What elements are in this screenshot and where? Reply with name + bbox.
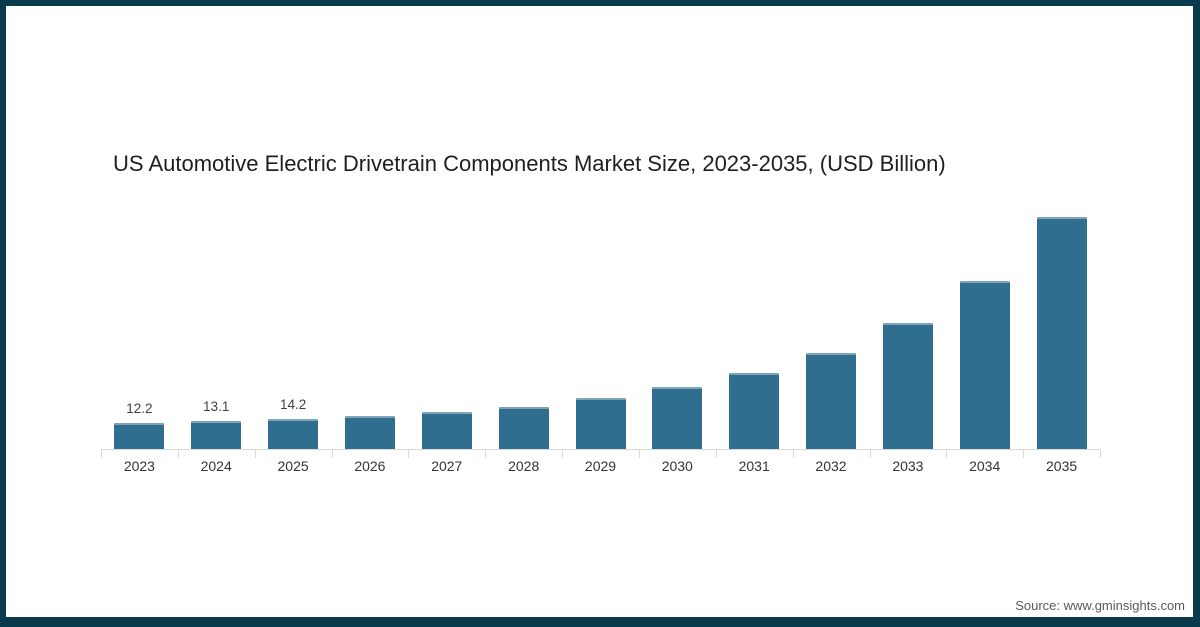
- x-axis-tick: [792, 449, 794, 458]
- bar-2024: [191, 421, 242, 449]
- x-axis-tick: [715, 449, 717, 458]
- x-axis-tick: [869, 449, 871, 458]
- bar-2028: [498, 406, 549, 449]
- x-axis-tick: [254, 449, 256, 458]
- bar-2031: [729, 372, 780, 449]
- bar-2033: [882, 323, 933, 449]
- x-axis-tick: [1100, 449, 1101, 458]
- bar-value-label-2025: 14.2: [279, 396, 307, 412]
- bar-2027: [421, 411, 472, 449]
- x-axis-tick: [101, 449, 102, 458]
- x-axis-label-2032: 2032: [815, 458, 847, 474]
- bar-2030: [652, 387, 703, 449]
- bar-chart-plot-area: 12.2 13.1 14.2: [101, 199, 1101, 458]
- x-axis-label-2024: 2024: [200, 458, 232, 474]
- bar-2034: [959, 281, 1010, 449]
- x-axis-label-2029: 2029: [584, 458, 617, 474]
- x-axis-tick: [331, 449, 333, 458]
- x-axis-label-2026: 2026: [354, 458, 386, 474]
- bar-2023: [114, 423, 165, 449]
- x-axis-tick: [408, 449, 410, 458]
- x-axis-label-2034: 2034: [969, 458, 1001, 474]
- x-axis-tick: [638, 449, 640, 458]
- x-axis-tick: [946, 449, 948, 458]
- x-axis-label-2028: 2028: [508, 458, 540, 474]
- chart-canvas: US Automotive Electric Drivetrain Compon…: [6, 6, 1193, 617]
- x-axis-label-2033: 2033: [892, 458, 924, 474]
- x-axis-label-2030: 2030: [661, 458, 693, 474]
- x-axis-label-2027: 2027: [431, 458, 463, 474]
- bar-value-label-2023: 12.2: [126, 401, 153, 416]
- x-axis-tick: [177, 449, 179, 458]
- x-axis-tick: [1023, 449, 1025, 458]
- x-axis-tick: [562, 449, 564, 458]
- source-credit: Source: www.gminsights.com: [1015, 598, 1185, 613]
- x-axis-label-2025: 2025: [277, 458, 309, 474]
- x-axis-label-2035: 2035: [1046, 458, 1078, 474]
- bar-2029: [575, 398, 626, 449]
- bar-2035: [1036, 217, 1087, 449]
- bar-value-label-2024: 13.1: [203, 399, 230, 415]
- x-axis-label-2031: 2031: [738, 458, 770, 474]
- x-axis-tick: [485, 449, 487, 458]
- bar-2025: [268, 418, 319, 449]
- x-axis-labels-row: 2023 2024 2025 2026 2027 2028 2029 2030 2031 2032…: [101, 458, 1101, 476]
- x-axis-label-2023: 2023: [123, 458, 155, 474]
- bar-2032: [806, 352, 857, 449]
- bar-2026: [345, 416, 395, 449]
- chart-title: US Automotive Electric Drivetrain Compon…: [113, 151, 946, 176]
